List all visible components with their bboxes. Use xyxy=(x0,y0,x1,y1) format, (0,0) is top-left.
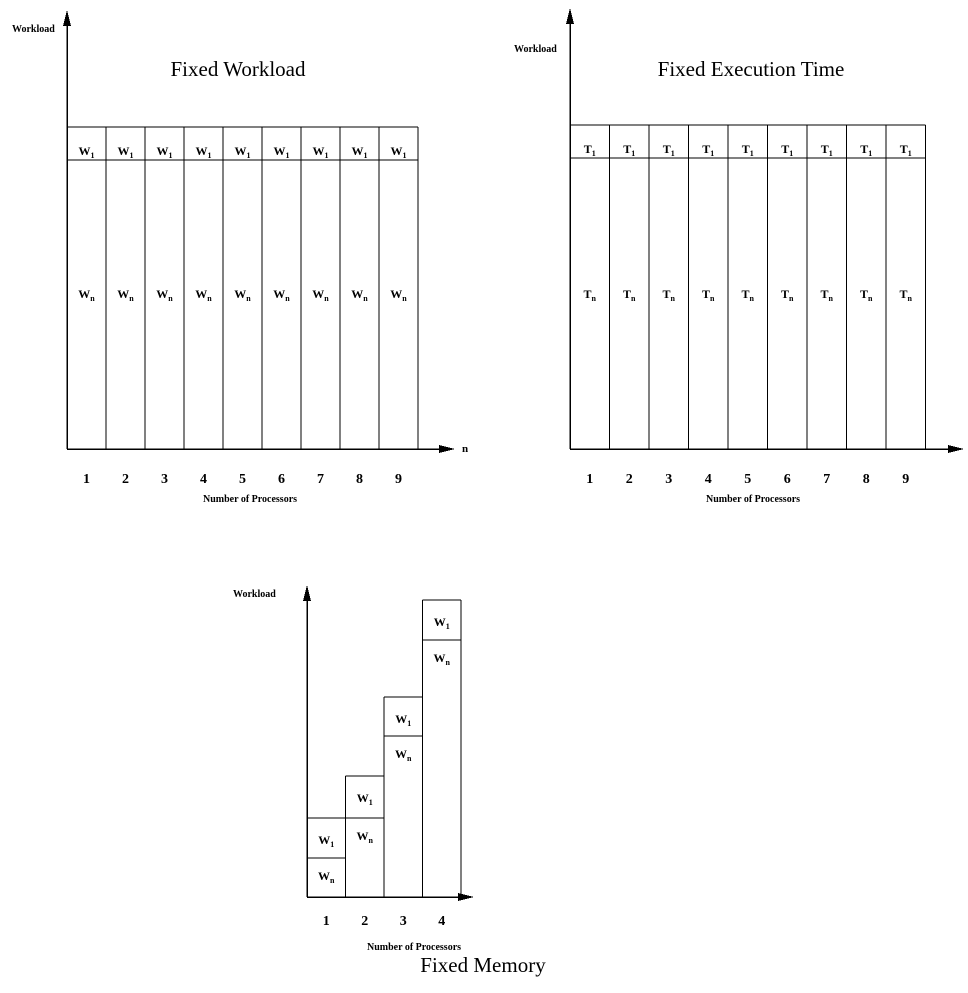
fixed-memory-bottom-cell-label: Wn xyxy=(357,829,374,845)
fixed-workload-x-axis-end-label: n xyxy=(462,443,468,455)
fixed-workload-x-axis-arrow xyxy=(439,445,455,453)
fixed-execution-time-bottom-cell-label: Tn xyxy=(584,287,597,303)
fixed-memory-top-cell-label: W1 xyxy=(395,712,411,728)
fixed-workload-x-axis-label: Number of Processors xyxy=(203,494,297,505)
fixed-memory-top-cell-label: W1 xyxy=(357,791,373,807)
fixed-workload-bottom-cell-label: Wn xyxy=(312,287,329,303)
fixed-workload-tick-label: 3 xyxy=(161,472,168,487)
fixed-workload-top-cell-label: W1 xyxy=(196,144,212,160)
fixed-execution-time-bottom-cell-label: Tn xyxy=(781,287,794,303)
fixed-workload-top-cell-label: W1 xyxy=(391,144,407,160)
fixed-execution-time-top-cell-label: T1 xyxy=(663,142,675,158)
fixed-memory-x-axis-arrow xyxy=(458,893,474,901)
fixed-workload-top-cell-label: W1 xyxy=(79,144,95,160)
fixed-execution-time-tick-label: 2 xyxy=(626,472,633,487)
fixed-execution-time-bottom-cell-label: Tn xyxy=(663,287,676,303)
fixed-execution-time-tick-label: 3 xyxy=(665,472,672,487)
fixed-execution-time-y-axis-label: Workload xyxy=(514,44,557,55)
fixed-execution-time-top-cell-label: T1 xyxy=(821,142,833,158)
fixed-execution-time-tick-label: 5 xyxy=(744,472,751,487)
fixed-execution-time-top-cell-label: T1 xyxy=(623,142,635,158)
fixed-execution-time-tick-label: 8 xyxy=(863,472,870,487)
fixed-workload-y-axis-label: Workload xyxy=(12,24,55,35)
fixed-execution-time-x-axis-arrow xyxy=(948,445,964,453)
fixed-workload-tick-label: 9 xyxy=(395,472,402,487)
fixed-memory-tick-label: 3 xyxy=(400,914,407,929)
fixed-workload-bottom-cell-label: Wn xyxy=(78,287,95,303)
fixed-memory-tick-label: 2 xyxy=(361,914,368,929)
fixed-workload-top-cell-label: W1 xyxy=(157,144,173,160)
fixed-memory-bottom-cell-label: Wn xyxy=(318,869,335,885)
fixed-execution-time-bottom-cell-label: Tn xyxy=(623,287,636,303)
fixed-execution-time-tick-label: 6 xyxy=(784,472,791,487)
fixed-workload-tick-label: 7 xyxy=(317,472,324,487)
fixed-workload-tick-label: 1 xyxy=(83,472,90,487)
fixed-execution-time-tick-label: 9 xyxy=(902,472,909,487)
fixed-execution-time-bottom-cell-label: Tn xyxy=(900,287,913,303)
fixed-workload-y-axis-arrow xyxy=(63,10,71,26)
fixed-workload-tick-label: 6 xyxy=(278,472,285,487)
fixed-execution-time-x-axis-label: Number of Processors xyxy=(706,494,800,505)
fixed-workload-title: Fixed Workload xyxy=(171,57,306,81)
fixed-execution-time-bottom-cell-label: Tn xyxy=(860,287,873,303)
fixed-memory-tick-label: 4 xyxy=(438,914,445,929)
fixed-workload-bottom-cell-label: Wn xyxy=(351,287,368,303)
fixed-execution-time-bottom-cell-label: Tn xyxy=(742,287,755,303)
fixed-memory-tick-label: 1 xyxy=(323,914,330,929)
fixed-execution-time-tick-label: 4 xyxy=(705,472,712,487)
fixed-memory-top-cell-label: W1 xyxy=(318,833,334,849)
fixed-workload-top-cell-label: W1 xyxy=(235,144,251,160)
fixed-workload-bottom-cell-label: Wn xyxy=(390,287,407,303)
fixed-workload-tick-label: 8 xyxy=(356,472,363,487)
fixed-execution-time-top-cell-label: T1 xyxy=(860,142,872,158)
fixed-memory-bottom-cell-label: Wn xyxy=(434,651,451,667)
fixed-workload-tick-label: 5 xyxy=(239,472,246,487)
fixed-execution-time-top-cell-label: T1 xyxy=(900,142,912,158)
fixed-execution-time-top-cell-label: T1 xyxy=(742,142,754,158)
fixed-execution-time-tick-label: 1 xyxy=(586,472,593,487)
fixed-workload-bottom-cell-label: Wn xyxy=(273,287,290,303)
fixed-execution-time-top-cell-label: T1 xyxy=(702,142,714,158)
fixed-execution-time-top-cell-label: T1 xyxy=(781,142,793,158)
fixed-workload-bottom-cell-label: Wn xyxy=(117,287,134,303)
fixed-execution-time-title: Fixed Execution Time xyxy=(658,57,845,81)
fixed-workload-tick-label: 4 xyxy=(200,472,207,487)
fixed-memory-bottom-cell-label: Wn xyxy=(395,747,412,763)
fixed-execution-time-tick-label: 7 xyxy=(823,472,830,487)
fixed-memory-y-axis-arrow xyxy=(303,585,311,601)
fixed-workload-top-cell-label: W1 xyxy=(352,144,368,160)
fixed-workload-tick-label: 2 xyxy=(122,472,129,487)
fixed-workload-top-cell-label: W1 xyxy=(313,144,329,160)
fixed-workload-bottom-cell-label: Wn xyxy=(195,287,212,303)
fixed-workload-top-cell-label: W1 xyxy=(274,144,290,160)
fixed-execution-time-bottom-cell-label: Tn xyxy=(702,287,715,303)
fixed-workload-bottom-cell-label: Wn xyxy=(156,287,173,303)
fixed-execution-time-bottom-cell-label: Tn xyxy=(821,287,834,303)
fixed-memory-top-cell-label: W1 xyxy=(434,615,450,631)
fixed-memory-title: Fixed Memory xyxy=(420,953,546,977)
fixed-memory-y-axis-label: Workload xyxy=(233,589,276,600)
fixed-workload-bottom-cell-label: Wn xyxy=(234,287,251,303)
fixed-execution-time-y-axis-arrow xyxy=(566,8,574,24)
fixed-workload-top-cell-label: W1 xyxy=(118,144,134,160)
fixed-memory-x-axis-label: Number of Processors xyxy=(367,942,461,953)
fixed-execution-time-top-cell-label: T1 xyxy=(584,142,596,158)
